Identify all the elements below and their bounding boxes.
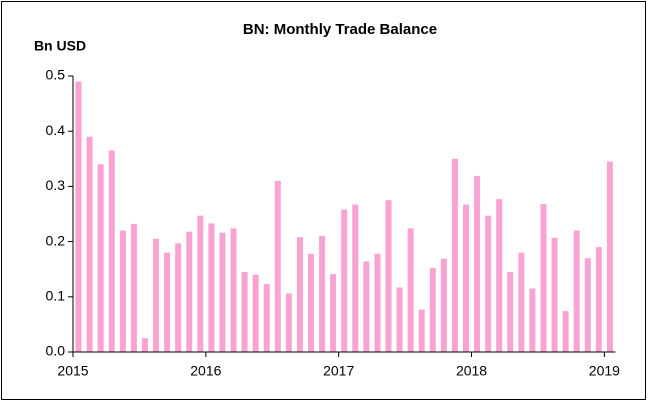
bar	[462, 204, 469, 352]
bar	[186, 231, 193, 352]
bar	[119, 230, 126, 352]
x-tick-label: 2017	[323, 363, 354, 379]
bar	[241, 271, 248, 352]
bar	[164, 252, 171, 352]
bar	[573, 230, 580, 352]
bar	[562, 311, 569, 352]
bar	[418, 309, 425, 352]
bar	[97, 164, 104, 352]
bar	[108, 150, 115, 352]
y-tick-label: 0.2	[46, 232, 66, 248]
y-axis-label: Bn USD	[34, 38, 86, 54]
bar	[363, 261, 370, 352]
bar	[385, 200, 392, 352]
bar	[141, 338, 148, 352]
bar	[396, 287, 403, 352]
bar	[341, 209, 348, 352]
x-tick-label: 2018	[456, 363, 487, 379]
bar	[263, 284, 270, 352]
bar	[451, 158, 458, 352]
x-tick-label: 2015	[57, 363, 88, 379]
bar	[330, 274, 337, 352]
bar	[285, 293, 292, 352]
y-tick-label: 0.5	[46, 67, 66, 83]
x-tick-label: 2016	[190, 363, 221, 379]
bar	[518, 252, 525, 352]
y-tick-label: 0.4	[46, 122, 66, 138]
bar	[153, 238, 160, 352]
bar	[296, 237, 303, 352]
bar	[595, 247, 602, 352]
bar	[407, 228, 414, 352]
bar	[197, 215, 204, 352]
bar	[551, 237, 558, 352]
bar	[308, 253, 315, 352]
bar	[75, 81, 82, 353]
bar	[175, 243, 182, 352]
y-tick-label: 0.3	[46, 177, 66, 193]
bar	[496, 199, 503, 352]
bar	[584, 258, 591, 352]
y-tick-label: 0.1	[46, 288, 66, 304]
bar	[507, 271, 514, 352]
bar	[529, 288, 536, 352]
bar	[230, 228, 237, 352]
bar	[219, 232, 226, 352]
bar	[474, 175, 481, 352]
x-tick-label: 2019	[589, 363, 620, 379]
bar	[274, 180, 281, 352]
bar	[130, 223, 137, 352]
bar	[352, 204, 359, 352]
bar	[485, 215, 492, 352]
bar	[440, 258, 447, 352]
bar	[86, 136, 93, 352]
bar	[374, 253, 381, 352]
bar	[208, 223, 215, 352]
bar	[429, 268, 436, 352]
y-tick-label: 0.0	[46, 343, 66, 359]
chart-title: BN: Monthly Trade Balance	[243, 21, 437, 38]
bar	[540, 204, 547, 352]
bar	[252, 274, 259, 352]
bar	[606, 161, 613, 352]
bar	[319, 236, 326, 352]
